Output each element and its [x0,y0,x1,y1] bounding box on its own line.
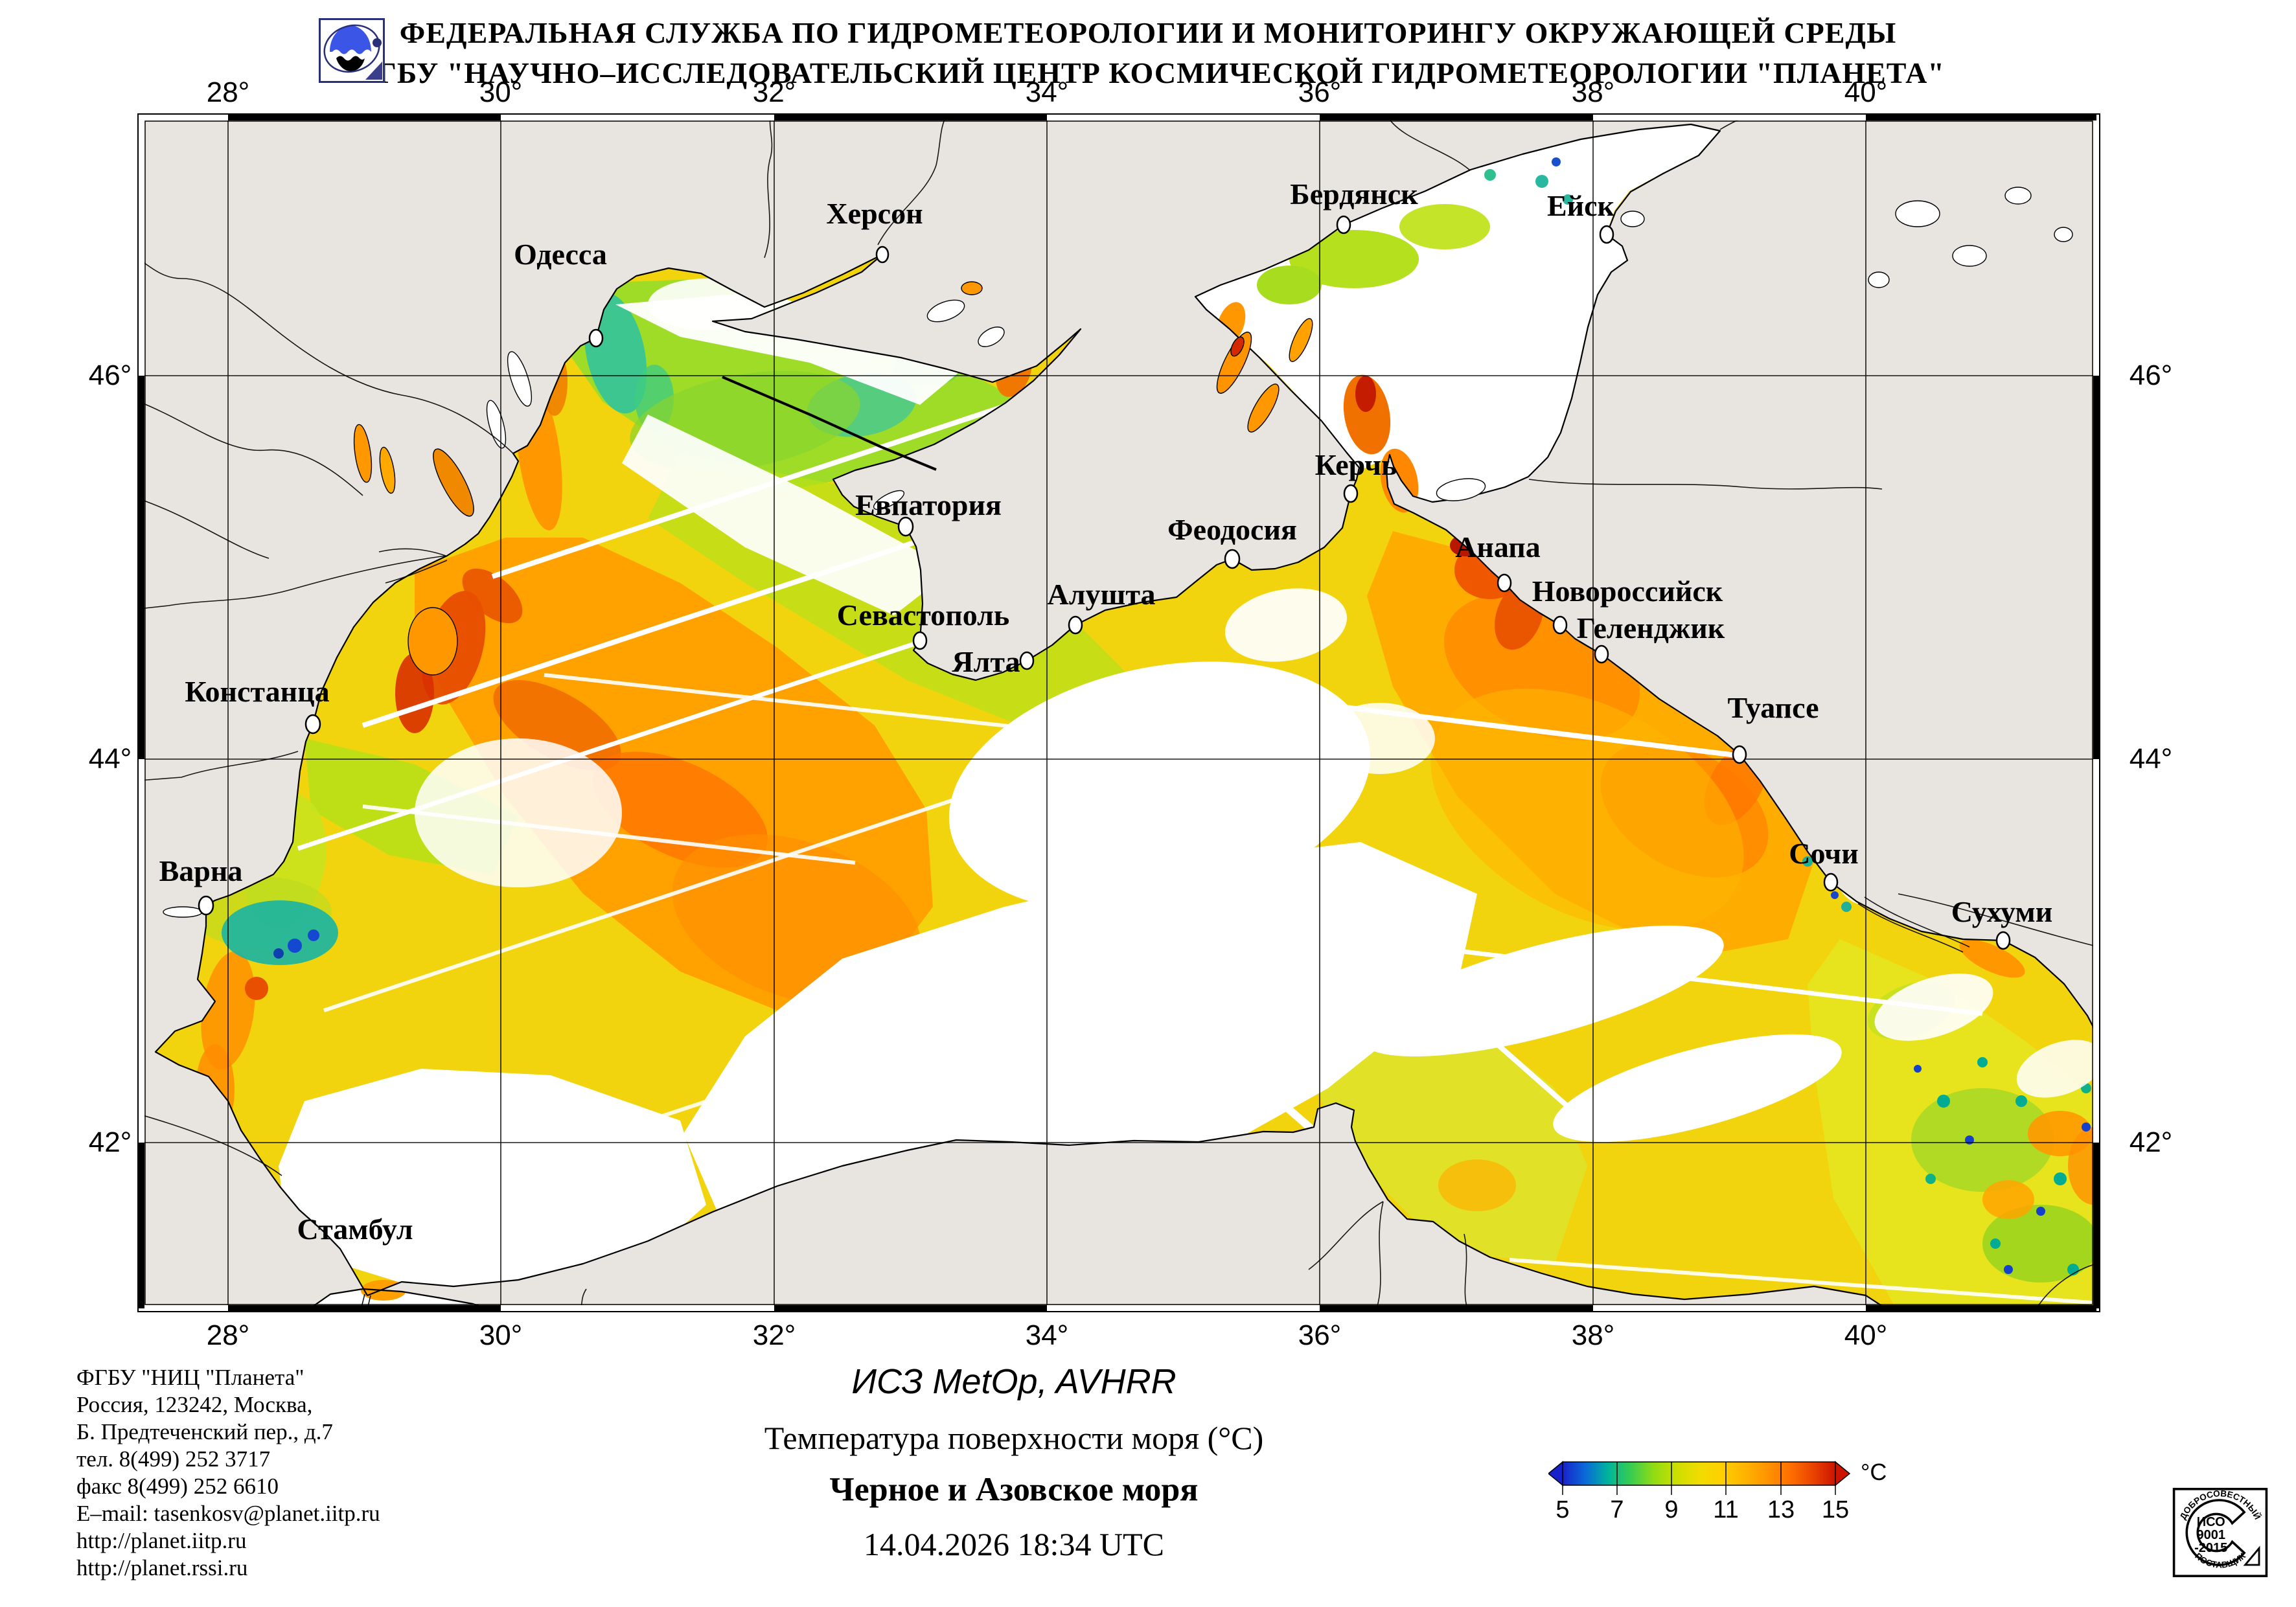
lon-label-top-40: 40° [1844,76,1888,108]
info-addr2: Б. Предтеченский пер., д.7 [76,1419,333,1444]
map-frame [137,113,2100,1312]
lakes-limans [163,187,2073,918]
lon-label-top-38: 38° [1571,76,1615,108]
sst-color-blobs [189,124,2099,1311]
city-label-sukhumi: Сухуми [1951,895,2053,928]
lon-label-bottom-40: 40° [1844,1319,1888,1351]
rivers-and-borders [139,115,2099,1311]
temperature-colorbar [1548,1461,1851,1495]
lon-label-bottom-30: 30° [479,1319,523,1351]
city-dots [198,215,2011,950]
lon-label-top-30: 30° [479,76,523,108]
lat-label-right-44: 44° [2129,743,2173,775]
colorbar-tick-5: 5 [1556,1496,1570,1523]
city-dot [1732,745,1747,764]
city-label-yevpatoria: Евпатория [855,488,1002,521]
stamp-center-line2: 9001 [2196,1528,2225,1542]
city-label-tuapse: Туапсе [1727,691,1819,724]
lon-label-bottom-34: 34° [1025,1319,1069,1351]
city-dot [1336,215,1351,234]
colorbar-tick-11: 11 [1713,1496,1739,1523]
city-dot [1599,225,1614,244]
city-label-varna: Варна [159,854,243,887]
city-label-yalta: Ялта [952,645,1020,678]
lon-label-top-36: 36° [1298,76,1342,108]
caption-satellite: ИСЗ MetOp, AVHRR [851,1362,1177,1401]
city-label-constanta: Констанца [185,675,330,708]
stamp-center-line3: -2015 [2194,1541,2227,1555]
info-org: ФГБУ "НИЦ "Планета" [76,1365,304,1390]
city-label-berdyansk: Бердянск [1290,177,1418,211]
city-label-novorossiysk: Новороссийск [1532,575,1723,608]
city-dot [1224,549,1241,569]
header-title-line2: ФГБУ "НАУЧНО–ИССЛЕДОВАТЕЛЬСКИЙ ЦЕНТР КОС… [351,56,1945,89]
stamp-center-line1: ИСО [2197,1515,2225,1529]
coastline [154,123,2099,1311]
caption-datetime: 14.04.2026 18:34 UTC [864,1526,1164,1562]
city-label-kherson: Херсон [826,197,923,230]
colorbar-tick-9: 9 [1664,1496,1679,1523]
city-dot [198,895,214,916]
city-label-sochi: Сочи [1789,837,1859,870]
info-phone: тел. 8(499) 252 3717 [76,1446,271,1472]
iso-9001-stamp: ДОБРОСОВЕСТНЫЙ ПОСТАВЩИК ИСО 9001 -2015 [2172,1488,2268,1577]
info-fax: факс 8(499) 252 6610 [76,1474,279,1499]
info-email: E–mail: tasenkosv@planet.iitp.ru [76,1501,380,1526]
city-dot [1068,615,1083,635]
city-label-anapa: Анапа [1455,530,1541,564]
city-label-alushta: Алушта [1047,578,1156,611]
city-label-sevastopol: Севастополь [836,598,1010,632]
city-dot [912,631,928,650]
lat-label-left-46: 46° [88,359,132,391]
city-dot [1497,573,1512,593]
colorbar-tick-7: 7 [1610,1496,1624,1523]
lat-label-right-46: 46° [2129,359,2173,391]
city-label-kerch: Керчь [1314,448,1397,481]
caption-parameter: Температура поверхности моря (°C) [764,1420,1264,1456]
lon-label-top-32: 32° [752,76,796,108]
lat-label-right-42: 42° [2129,1126,2173,1158]
city-dot [1343,484,1359,503]
lon-label-bottom-38: 38° [1571,1319,1615,1351]
city-label-istanbul: Стамбул [297,1213,413,1246]
city-dot [1594,644,1609,664]
city-label-odessa: Одесса [514,238,607,271]
lat-label-left-42: 42° [88,1126,132,1158]
colorbar-internal-ticks [1562,1462,1836,1495]
lon-label-bottom-36: 36° [1298,1319,1342,1351]
lon-label-top-34: 34° [1025,76,1069,108]
colorbar-unit-label: °C [1861,1459,1887,1485]
city-dot [304,714,321,735]
colorbar-tick-13: 13 [1767,1496,1795,1523]
contact-info-block: ФГБУ "НИЦ "Планета" Россия, 123242, Моск… [76,1364,380,1582]
city-label-yeysk: Ейск [1546,189,1615,222]
colorbar-tick-15: 15 [1821,1496,1850,1523]
caption-region: Черное и Азовское моря [829,1471,1199,1509]
info-addr1: Россия, 123242, Москва, [76,1392,313,1417]
lat-label-left-44: 44° [88,743,132,775]
city-dot [1552,615,1568,635]
lon-label-bottom-28: 28° [206,1319,250,1351]
city-label-feodosia: Феодосия [1167,513,1297,546]
lon-label-top-28: 28° [206,76,250,108]
city-dot [875,245,890,264]
graticule [139,115,2099,1311]
lon-label-bottom-32: 32° [752,1319,796,1351]
info-url-2: http://planet.rssi.ru [76,1555,248,1580]
city-dot [897,516,914,537]
city-dot [1823,872,1839,892]
header-title-line1: ФЕДЕРАЛЬНАЯ СЛУЖБА ПО ГИДРОМЕТЕОРОЛОГИИ … [399,16,1897,49]
city-dot [1995,931,2011,950]
city-dot [1019,651,1035,670]
city-label-gelendzhik: Геленджик [1576,611,1725,644]
planeta-logo-icon [319,18,385,83]
city-dot [588,328,604,348]
info-url-1: http://planet.iitp.ru [76,1528,247,1553]
